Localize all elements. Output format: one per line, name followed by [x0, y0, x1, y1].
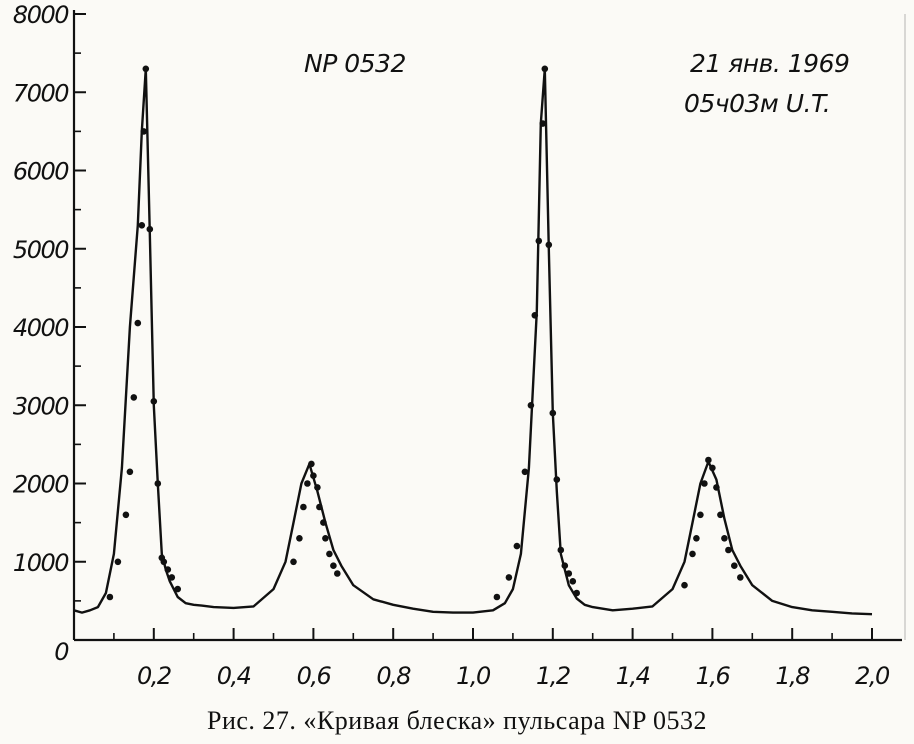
y-tick-label: 0	[54, 638, 69, 666]
figure-caption: Рис. 27. «Кривая блеска» пульсара NP 053…	[207, 706, 707, 735]
data-point	[296, 535, 303, 542]
data-point	[549, 409, 557, 417]
data-point	[300, 503, 307, 511]
data-point	[304, 480, 311, 487]
data-point	[561, 562, 569, 569]
data-point	[527, 402, 535, 409]
time-annotation: 05ч03м U.T.	[684, 89, 830, 118]
data-point	[316, 503, 323, 511]
data-point	[174, 585, 181, 593]
data-point	[330, 562, 337, 569]
data-point	[322, 535, 329, 542]
data-point	[521, 468, 529, 476]
data-point	[114, 558, 122, 566]
data-point	[545, 241, 553, 249]
data-point	[126, 468, 134, 476]
data-point	[557, 546, 565, 554]
y-tick-label: 2000	[13, 471, 69, 499]
source-annotation: NP 0532	[304, 49, 406, 78]
data-point	[709, 464, 716, 472]
data-point	[334, 570, 341, 577]
data-point	[154, 480, 162, 487]
plot-area	[73, 65, 873, 616]
data-point	[721, 535, 728, 542]
y-tick-label: 6000	[13, 158, 69, 186]
data-point	[140, 128, 148, 135]
x-tick-label: 2,0	[855, 662, 890, 690]
data-point	[326, 550, 333, 558]
x-tick-label: 0,8	[376, 662, 411, 690]
data-point	[701, 480, 708, 487]
data-point	[725, 546, 732, 554]
data-point	[122, 511, 130, 519]
data-point	[130, 394, 138, 401]
data-point	[146, 225, 154, 233]
data-point	[697, 511, 704, 519]
data-point	[705, 456, 712, 464]
data-point	[713, 484, 720, 491]
y-tick-label: 3000	[13, 392, 69, 420]
data-point	[134, 319, 142, 327]
y-ticks: 0 1000 2000 3000 4000 5000 6000 7000 8000	[13, 1, 86, 666]
data-point	[493, 593, 501, 601]
data-point	[150, 398, 158, 405]
data-point	[717, 511, 724, 519]
annotations: NP 0532 21 янв. 1969 05ч03м U.T.	[304, 49, 850, 118]
y-tick-label: 5000	[13, 236, 69, 264]
data-point	[142, 65, 150, 73]
x-tick-label: 1,8	[775, 662, 810, 690]
x-ticks: 0,2 0,4 0,6 0,8 1,0 1,2 1,4 1,6 1,8 2,0	[113, 628, 892, 690]
x-tick-label: 1,2	[536, 662, 570, 690]
data-point	[689, 550, 696, 558]
data-point	[731, 562, 738, 569]
data-point	[535, 237, 543, 245]
date-annotation: 21 янв. 1969	[690, 49, 849, 78]
x-tick-label: 1,4	[616, 662, 650, 690]
data-point	[310, 472, 317, 480]
data-point	[569, 578, 577, 585]
data-point	[308, 460, 315, 468]
data-point	[138, 222, 146, 229]
data-point	[531, 312, 539, 319]
x-tick-label: 0,2	[137, 662, 171, 690]
data-point	[505, 574, 513, 581]
data-point	[693, 535, 700, 542]
light-curve-chart: 0 1000 2000 3000 4000 5000 6000 7000 8000 0,2 0,4…	[13, 1, 906, 690]
data-point	[541, 65, 549, 73]
data-point	[320, 519, 327, 526]
data-point	[106, 593, 114, 601]
data-point	[290, 558, 297, 566]
data-point	[164, 566, 172, 573]
data-point	[160, 558, 168, 566]
y-tick-label: 1000	[13, 549, 69, 577]
data-point	[314, 484, 321, 491]
light-curve-line	[73, 67, 873, 616]
y-tick-label: 4000	[13, 314, 69, 342]
y-tick-label: 8000	[13, 1, 69, 29]
data-point	[539, 120, 547, 127]
data-point	[553, 476, 561, 483]
axes	[72, 10, 906, 642]
x-tick-label: 0,6	[297, 662, 332, 690]
x-tick-label: 1,0	[456, 662, 491, 690]
data-point	[565, 570, 573, 577]
data-point	[168, 574, 176, 581]
data-point	[513, 542, 521, 550]
x-tick-label: 1,6	[696, 662, 731, 690]
y-tick-label: 7000	[13, 79, 69, 107]
data-point	[681, 581, 688, 589]
data-point	[737, 574, 744, 581]
x-tick-label: 0,4	[217, 662, 251, 690]
data-point	[573, 589, 580, 597]
